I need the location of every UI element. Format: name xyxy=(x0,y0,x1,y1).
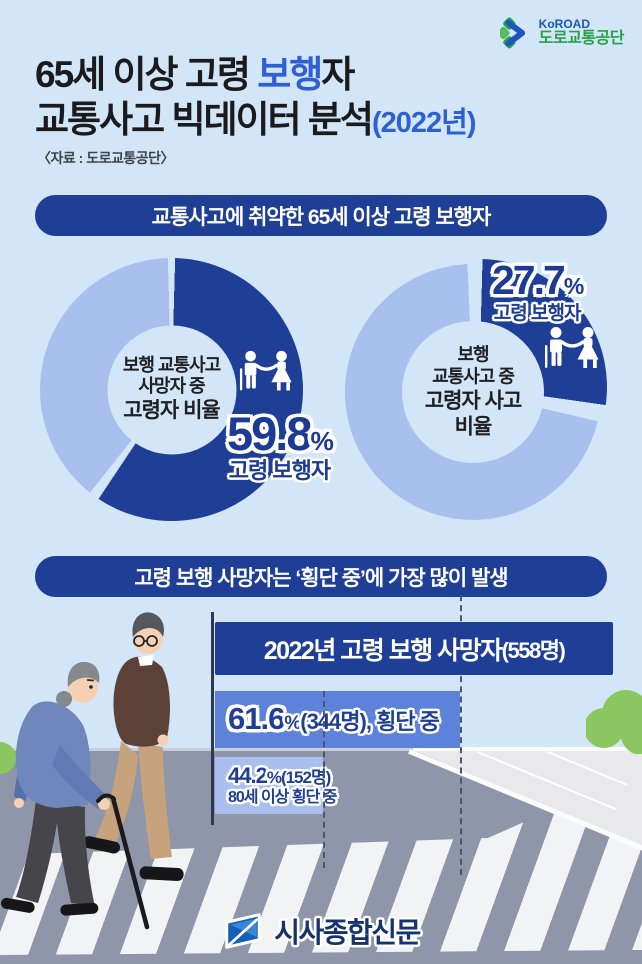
donut-chart-deaths-ratio: 보행 교통사고 사망자 중 고령자 비율 xyxy=(40,258,303,521)
elderly-man-figure xyxy=(82,612,184,881)
bush-icon xyxy=(586,690,642,754)
title-line2: 교통사고 빅데이터 분석(2022년) xyxy=(35,99,476,141)
elderly-couple-icon xyxy=(545,327,599,368)
bush-icon xyxy=(0,742,16,774)
title-line1: 65세 이상 고령 보행자 xyxy=(35,54,355,95)
section-banner-crossing: 고령 보행 사망자는 ‘횡단 중’에 가장 많이 발생 xyxy=(35,556,607,597)
cane-icon xyxy=(110,795,150,930)
bar-chart-axis xyxy=(211,612,214,825)
road-curb xyxy=(0,748,420,751)
elderly-woman-figure xyxy=(0,661,150,930)
bar-crossing-deaths: 61.6%(344명), 횡단 중 xyxy=(215,691,460,748)
source-note: 〈자료 : 도로교통공단〉 xyxy=(37,150,174,166)
koroad-logo: KoROAD 도로교통공단 xyxy=(499,16,625,50)
page-title: 65세 이상 고령 보행자 교통사고 빅데이터 분석(2022년) xyxy=(35,52,476,142)
donut2-center-label: 보행 교통사고 중 고령자 사고 비율 xyxy=(424,344,522,438)
elderly-couple-icon xyxy=(239,350,292,391)
publisher-logo: 시사종합신문 xyxy=(222,911,421,951)
donut2-hole xyxy=(402,321,544,463)
sidewalk-curb-top xyxy=(413,747,642,751)
elderly-pedestrians-illustration xyxy=(0,612,184,930)
guide-dashed-line-crossing xyxy=(460,595,462,875)
guide-dashed-line-80plus xyxy=(323,691,325,868)
stat-callout-accidents: 27.7% 고령 보행자 xyxy=(492,257,584,324)
section-banner-vulnerable: 교통사고에 취약한 65세 이상 고령 보행자 xyxy=(35,195,607,236)
koroad-logo-text-ko: 도로교통공단 xyxy=(538,29,625,47)
donut1-center-label: 보행 교통사고 사망자 중 고령자 비율 xyxy=(122,354,221,423)
newspaper-icon xyxy=(225,913,261,949)
bar-80plus-crossing-deaths: 44.2%(152명) 80세 이상 횡단 중 xyxy=(215,757,337,814)
bar-chart-title-box: 2022년 고령 보행 사망자 (558명) xyxy=(215,622,613,675)
donut1-hole xyxy=(107,325,236,454)
donut-chart-accidents-ratio: 보행 교통사고 중 고령자 사고 비율 xyxy=(345,259,607,520)
stat-callout-deaths: 59.8% 고령 보행자 xyxy=(227,407,334,483)
koroad-logo-text-en: KoROAD xyxy=(538,17,590,32)
koroad-clover-icon xyxy=(499,17,525,49)
publisher-name: 시사종합신문 xyxy=(274,917,421,948)
